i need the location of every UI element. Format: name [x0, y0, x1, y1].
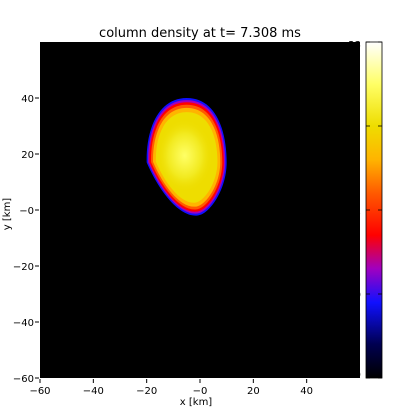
x-axis-label: x [km]: [180, 397, 213, 408]
x-tick-label: 20: [247, 386, 260, 397]
x-tick-label: −40: [83, 386, 104, 397]
y-axis-label: y [km]: [2, 198, 13, 231]
colorbar-tick-label: 20: [348, 290, 361, 301]
colorbar-tick-label: 23: [348, 40, 361, 51]
colorbar-tick-label: 19: [348, 370, 361, 381]
colorbar-tick-label: 22: [348, 122, 361, 133]
density-blob: [146, 98, 227, 216]
y-tick-label: −20: [13, 262, 34, 273]
y-tick-label: −60: [13, 374, 34, 385]
blob-core-bright: [156, 119, 213, 193]
colorbar-ticks: 19 20 21 22 23: [348, 40, 382, 381]
x-tick-label: −20: [136, 386, 157, 397]
x-axis-ticks: −60 −40 −20 −0 20 40: [29, 379, 313, 397]
colorbar-tick-label: 21: [348, 206, 361, 217]
x-tick-label: −60: [29, 386, 50, 397]
y-tick-label: −0: [19, 206, 34, 217]
y-tick-label: 20: [21, 150, 34, 161]
y-tick-label: 40: [21, 94, 34, 105]
y-tick-label: −40: [13, 318, 34, 329]
y-axis-ticks: −60 −40 −20 −0 20 40: [13, 94, 39, 385]
x-tick-label: 40: [300, 386, 313, 397]
x-tick-label: −0: [193, 386, 208, 397]
chart-title: column density at t= 7.308 ms: [99, 26, 301, 41]
